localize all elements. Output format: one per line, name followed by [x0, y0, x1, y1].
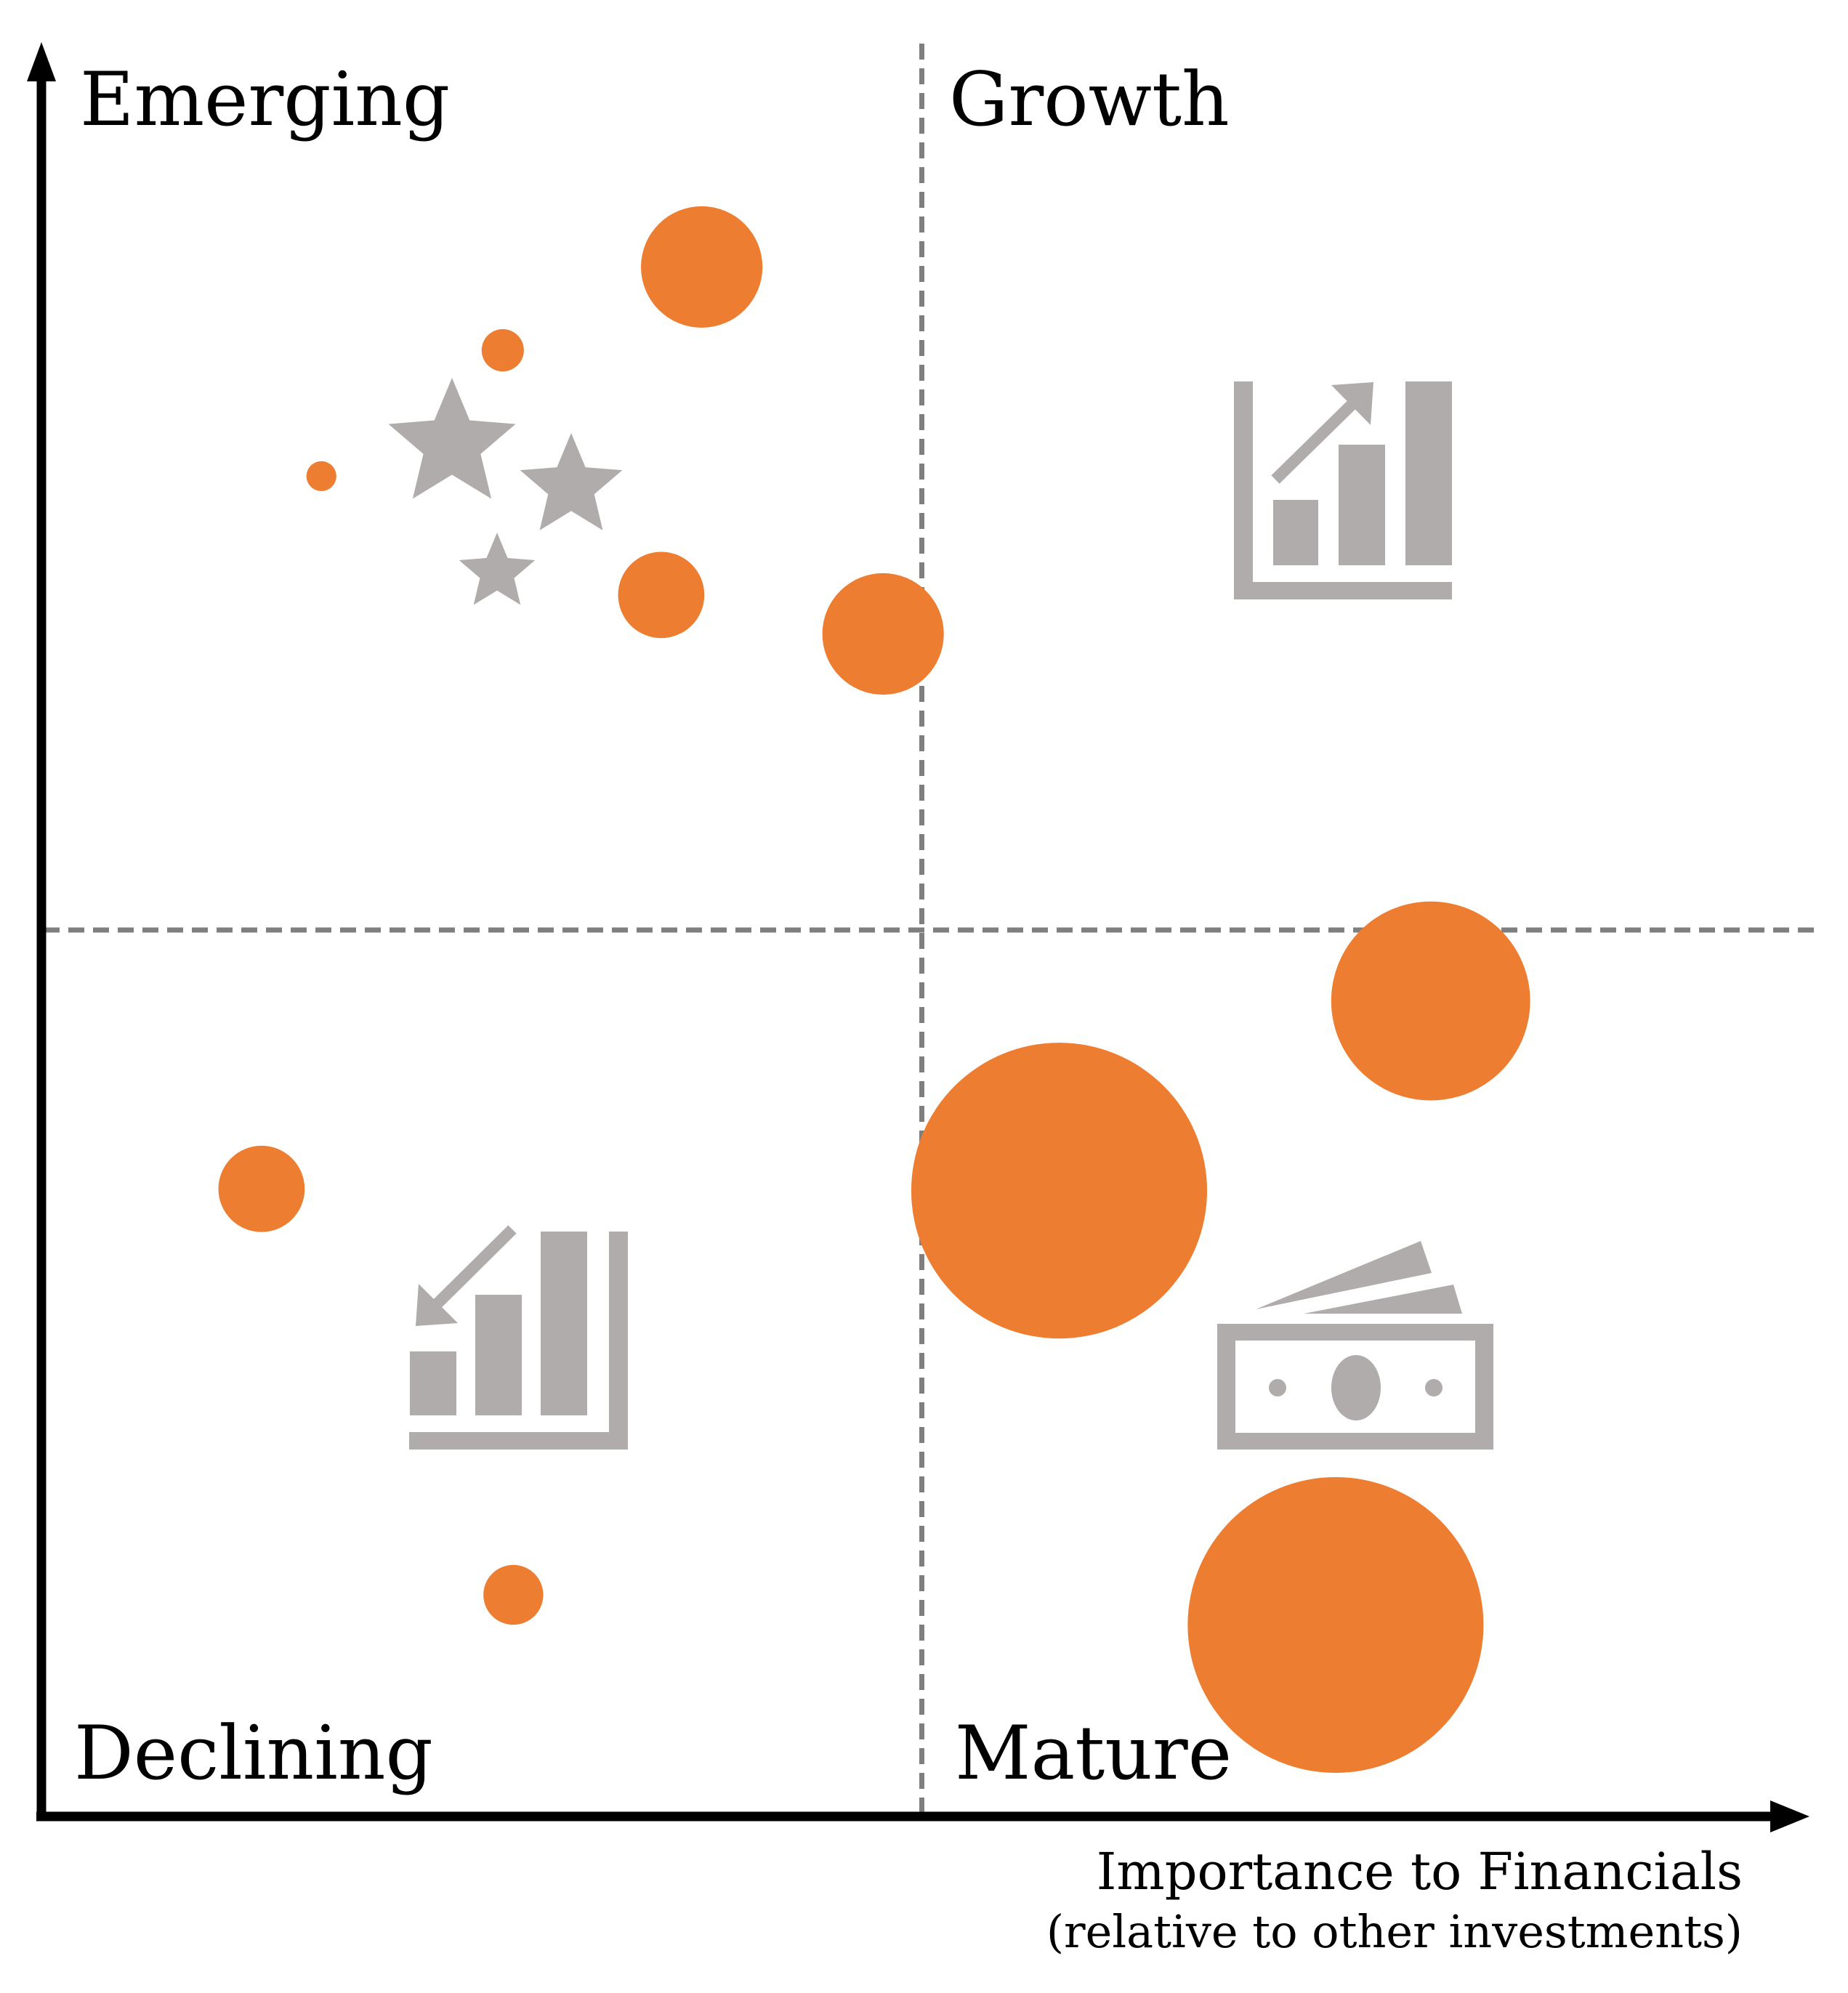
quadrant-dividers — [44, 44, 1817, 1816]
y-axis-arrow-icon — [27, 42, 56, 81]
bubble-point-1 — [641, 206, 763, 328]
stars-icon — [388, 378, 623, 605]
x-axis-subtitle: (relative to other investments) — [1046, 1905, 1743, 1958]
bar-chart-down-icon — [409, 1225, 628, 1450]
quadrant-label-declining: Declining — [74, 1710, 433, 1797]
bubble-point-2 — [481, 329, 524, 372]
quadrant-label-emerging: Emerging — [80, 57, 450, 143]
bubble-point-5 — [822, 573, 944, 695]
x-axis-arrow-icon — [1770, 1800, 1809, 1832]
cash-stack-icon — [1217, 1241, 1493, 1450]
bubble-point-6 — [1331, 901, 1530, 1101]
bubble-point-9 — [483, 1564, 544, 1625]
star-medium-icon — [520, 433, 623, 530]
x-axis-title: Importance to Financials — [1097, 1842, 1743, 1901]
bubble-point-4 — [618, 551, 705, 639]
bar-chart-up-icon — [1234, 381, 1452, 599]
bubble-point-7 — [911, 1043, 1208, 1339]
star-large-icon — [388, 378, 516, 499]
bubble-point-3 — [306, 461, 336, 491]
bubble-point-8 — [218, 1145, 305, 1232]
quadrant-label-mature: Mature — [955, 1710, 1232, 1797]
axes — [27, 42, 1809, 1832]
bubble-point-10 — [1187, 1476, 1484, 1774]
quadrant-label-growth: Growth — [949, 57, 1230, 143]
star-small-icon — [459, 533, 536, 605]
bubbles — [218, 206, 1530, 1774]
